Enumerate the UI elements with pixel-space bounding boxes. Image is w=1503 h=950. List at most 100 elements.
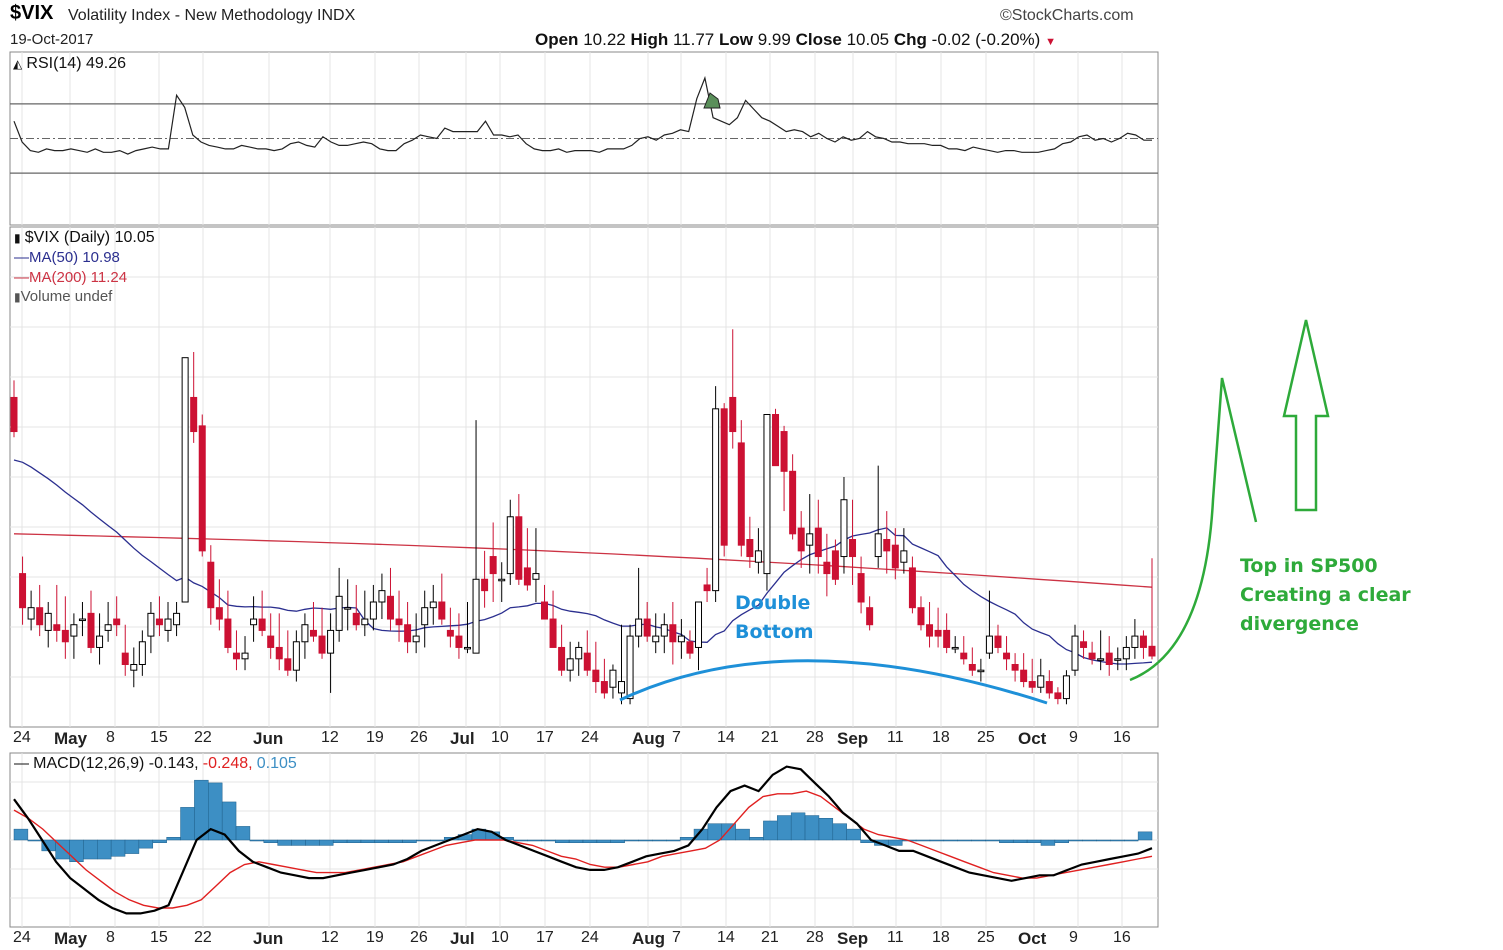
candle-body: [934, 629, 942, 637]
candle-body: [660, 624, 668, 637]
candle-body: [1105, 652, 1113, 665]
candle-body: [789, 470, 797, 535]
histogram-label: 0.105: [256, 755, 297, 772]
x-tick-label: 12: [321, 929, 339, 946]
x-tick-label: 14: [717, 729, 735, 746]
x-tick-label: 14: [717, 929, 735, 946]
candle-body: [626, 635, 634, 700]
macd-histogram-bar: [846, 828, 861, 841]
candle-body: [883, 539, 891, 552]
x-tick-label: 24: [13, 929, 31, 946]
candle-body: [412, 635, 420, 643]
rsi-icon: ◭: [13, 57, 23, 71]
candle-body: [70, 624, 78, 637]
macd-histogram-bar: [1068, 839, 1083, 842]
ma200-swatch-icon: —: [14, 269, 29, 286]
candle-body: [292, 641, 300, 671]
x-tick-label: 12: [321, 729, 339, 746]
x-tick-label: 22: [194, 729, 212, 746]
x-tick-label: Jul: [450, 729, 475, 748]
candle-body: [652, 635, 660, 643]
rsi-label: RSI(14) 49.26: [26, 55, 127, 72]
macd-histogram-bar: [832, 823, 847, 841]
x-tick-label: 22: [194, 929, 212, 946]
candle-body: [446, 629, 454, 637]
candle-body: [113, 618, 121, 626]
candle-body: [429, 601, 437, 609]
x-tick-label: 25: [977, 729, 995, 746]
candle-body: [609, 669, 617, 688]
candle-body: [1088, 652, 1096, 660]
double-bottom-annotation-1: Double: [735, 592, 811, 614]
candle-body: [53, 624, 61, 631]
x-tick-label: Oct: [1018, 929, 1047, 948]
candle-body: [155, 618, 163, 626]
divergence-arrow: [1129, 377, 1258, 682]
candle-body: [1071, 635, 1079, 671]
high-value: 11.77: [672, 30, 715, 49]
macd-histogram-bar: [652, 839, 667, 842]
candle-body: [87, 612, 95, 648]
macd-histogram-bar: [69, 839, 84, 862]
volume-label: Volume undef: [20, 288, 113, 305]
signal-line: [13, 790, 1153, 909]
candle-body: [173, 612, 181, 626]
candle-body: [772, 414, 780, 467]
candle-body: [1131, 635, 1139, 648]
rsi-overbought-fill: [703, 92, 721, 109]
signal-label: -0.248,: [202, 755, 253, 772]
candle-body: [96, 635, 104, 648]
macd-histogram-bar: [1026, 839, 1042, 843]
macd-histogram-bar: [249, 839, 265, 842]
macd-histogram-bar: [554, 839, 570, 843]
x-tick-label: Aug: [632, 729, 666, 748]
candle-body: [635, 618, 643, 637]
double-bottom-annotation-2: Bottom: [735, 621, 814, 643]
chart-date: 19-Oct-2017: [10, 31, 94, 48]
macd-histogram-bar: [582, 839, 598, 843]
x-tick-label: Sep: [837, 729, 869, 748]
macd-histogram-bar: [416, 839, 431, 842]
divergence-annotation: Top in SP500 Creating a clear divergence: [1240, 552, 1440, 639]
macd-histogram-bar: [402, 839, 417, 843]
candle-body: [1028, 681, 1036, 688]
divergence-line-1: Top in SP500: [1240, 555, 1378, 577]
low-value: 9.99: [757, 30, 791, 49]
candle-body: [10, 396, 18, 433]
candle-body: [267, 635, 275, 648]
macd-histogram-bar: [277, 839, 292, 846]
double-bottom-arc: [619, 659, 1048, 705]
candle-body: [309, 629, 317, 637]
macd-histogram-bar: [985, 839, 1000, 842]
candle-body: [61, 629, 69, 643]
price-legend: ▮ $VIX (Daily) 10.05: [14, 229, 155, 247]
candle-body: [1148, 645, 1156, 657]
macd-histogram-bar: [305, 839, 320, 846]
candle-body: [138, 641, 146, 665]
x-tick-label: Jun: [253, 729, 284, 748]
candle-body: [147, 612, 155, 637]
candle-body: [797, 527, 805, 552]
down-arrow-icon: ▼: [1045, 36, 1056, 48]
x-tick-label: 7: [672, 729, 681, 746]
x-tick-label: 10: [491, 729, 509, 746]
macd-histogram-bar: [999, 839, 1014, 843]
candle-body: [977, 669, 985, 673]
macd-histogram-bar: [1040, 839, 1056, 846]
candle-body: [386, 595, 394, 620]
candle-body: [874, 533, 882, 558]
x-tick-label: 11: [887, 729, 904, 746]
candle-body: [814, 527, 822, 558]
macd-histogram-bar: [1137, 831, 1153, 841]
candle-body: [994, 635, 1002, 648]
candle-body: [746, 539, 754, 558]
macd-histogram-bar: [596, 839, 612, 843]
x-tick-label: 17: [536, 929, 554, 946]
macd-histogram-bar: [624, 839, 639, 842]
ma50-label: MA(50) 10.98: [29, 249, 120, 266]
macd-histogram-bar: [971, 839, 986, 842]
candle-body: [1080, 641, 1088, 648]
x-tick-label: Sep: [837, 929, 869, 948]
candle-body: [926, 624, 934, 637]
